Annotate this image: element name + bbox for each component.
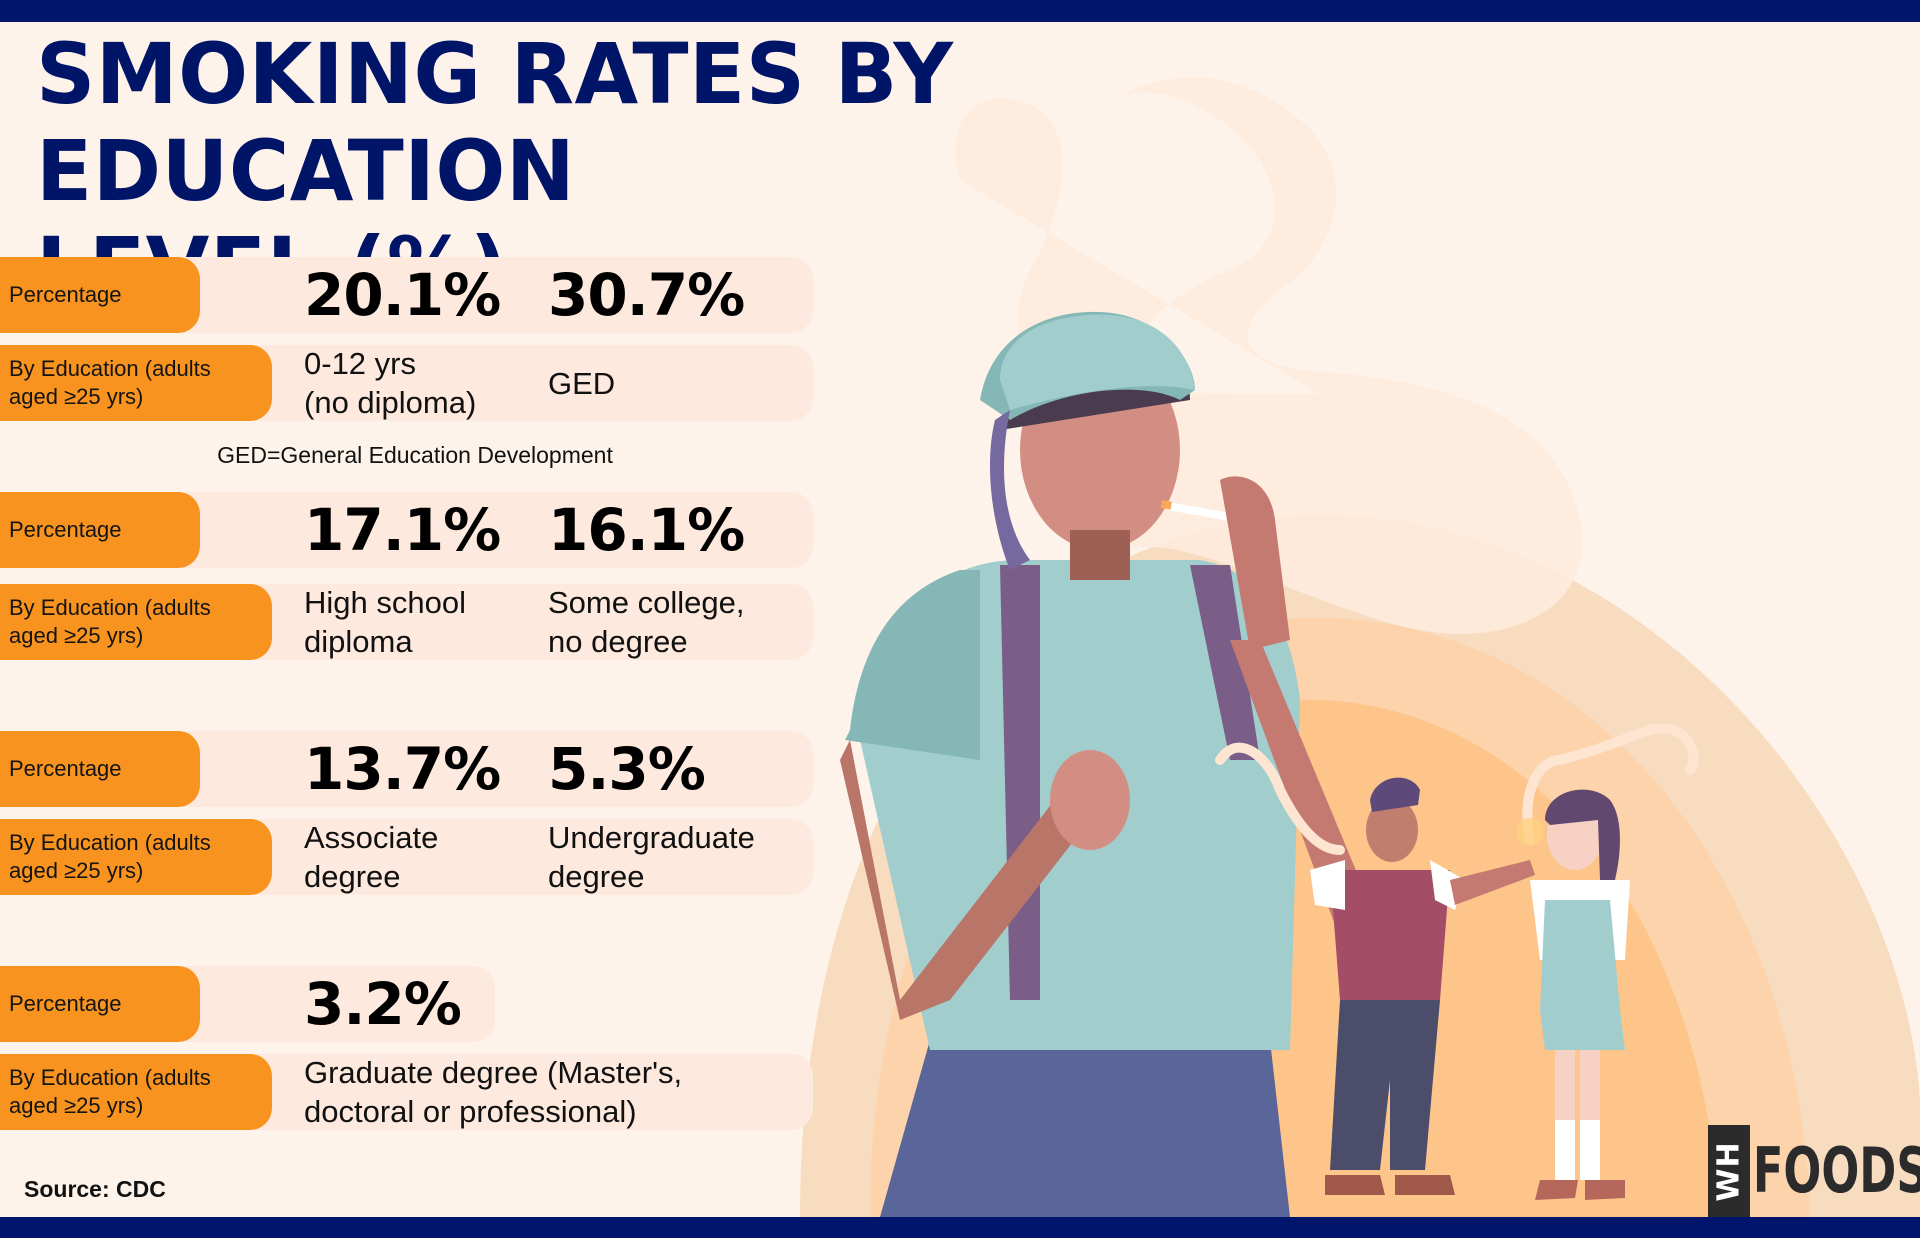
value-high-school: 17.1%: [304, 496, 501, 564]
education-label-line-1: By Education (adults: [9, 356, 211, 381]
top-navy-bar: [0, 0, 1920, 22]
label-some-college: Some college, no degree: [548, 584, 744, 660]
percentage-row-2: Percentage 17.1% 16.1%: [0, 492, 813, 568]
percentage-label: Percentage: [0, 966, 200, 1042]
education-label-line-1: By Education (adults: [9, 1065, 211, 1090]
label-no-diploma: 0-12 yrs (no diploma): [304, 345, 476, 421]
value-graduate: 3.2%: [304, 970, 462, 1038]
label-ged: GED: [548, 365, 616, 401]
percentage-row-1: Percentage 20.1% 30.7%: [0, 257, 813, 333]
ged-footnote: GED=General Education Development: [217, 442, 613, 468]
label-graduate: Graduate degree (Master's, doctoral or p…: [304, 1054, 682, 1130]
percentage-label: Percentage: [0, 492, 200, 568]
education-label: By Education (adults aged ≥25 yrs): [0, 584, 272, 660]
label-line-2: degree: [304, 859, 401, 894]
logo-mark: WH: [1708, 1125, 1750, 1217]
bottom-navy-bar: [0, 1217, 1920, 1238]
education-row-4: By Education (adults aged ≥25 yrs) Gradu…: [0, 1054, 813, 1130]
value-some-college: 16.1%: [548, 496, 745, 564]
value-no-diploma: 20.1%: [304, 261, 501, 329]
percentage-label: Percentage: [0, 731, 200, 807]
percentage-row-4: Percentage 3.2%: [0, 966, 495, 1042]
education-label-line-2: aged ≥25 yrs): [9, 384, 144, 409]
education-label: By Education (adults aged ≥25 yrs): [0, 819, 272, 895]
label-associate: Associate degree: [304, 819, 438, 895]
label-line-1: Graduate degree (Master's,: [304, 1055, 683, 1090]
source-label: Source: CDC: [24, 1176, 166, 1202]
label-line-1: Undergraduate: [548, 820, 755, 855]
percentage-row-3: Percentage 13.7% 5.3%: [0, 731, 813, 807]
title-line-1: SMOKING RATES BY EDUCATION: [36, 25, 954, 220]
label-line-2: degree: [548, 859, 645, 894]
value-ged: 30.7%: [548, 261, 745, 329]
education-label: By Education (adults aged ≥25 yrs): [0, 1054, 272, 1130]
label-line-1: High school: [304, 585, 466, 620]
label-line-2: diploma: [304, 624, 413, 659]
label-line-1: 0-12 yrs: [304, 346, 416, 381]
education-row-2: By Education (adults aged ≥25 yrs) High …: [0, 584, 813, 660]
label-line-1: Associate: [304, 820, 439, 855]
wh-foods-logo: WH FOODS: [1708, 1125, 1920, 1217]
education-row-3: By Education (adults aged ≥25 yrs) Assoc…: [0, 819, 813, 895]
logo-mark-text: WH: [1711, 1140, 1747, 1202]
label-high-school: High school diploma: [304, 584, 466, 660]
education-label-line-2: aged ≥25 yrs): [9, 858, 144, 883]
value-undergraduate: 5.3%: [548, 735, 706, 803]
label-undergraduate: Undergraduate degree: [548, 819, 755, 895]
education-label-line-2: aged ≥25 yrs): [9, 1093, 144, 1118]
logo-text: FOODS: [1752, 1134, 1920, 1207]
education-row-1: By Education (adults aged ≥25 yrs) 0-12 …: [0, 345, 813, 421]
value-associate: 13.7%: [304, 735, 501, 803]
percentage-label: Percentage: [0, 257, 200, 333]
label-line-2: doctoral or professional): [304, 1094, 637, 1129]
education-label: By Education (adults aged ≥25 yrs): [0, 345, 272, 421]
education-label-line-1: By Education (adults: [9, 595, 211, 620]
label-line-2: (no diploma): [304, 385, 477, 420]
label-line-1: Some college,: [548, 585, 745, 620]
education-label-line-1: By Education (adults: [9, 830, 211, 855]
label-line-2: no degree: [548, 624, 688, 659]
education-label-line-2: aged ≥25 yrs): [9, 623, 144, 648]
